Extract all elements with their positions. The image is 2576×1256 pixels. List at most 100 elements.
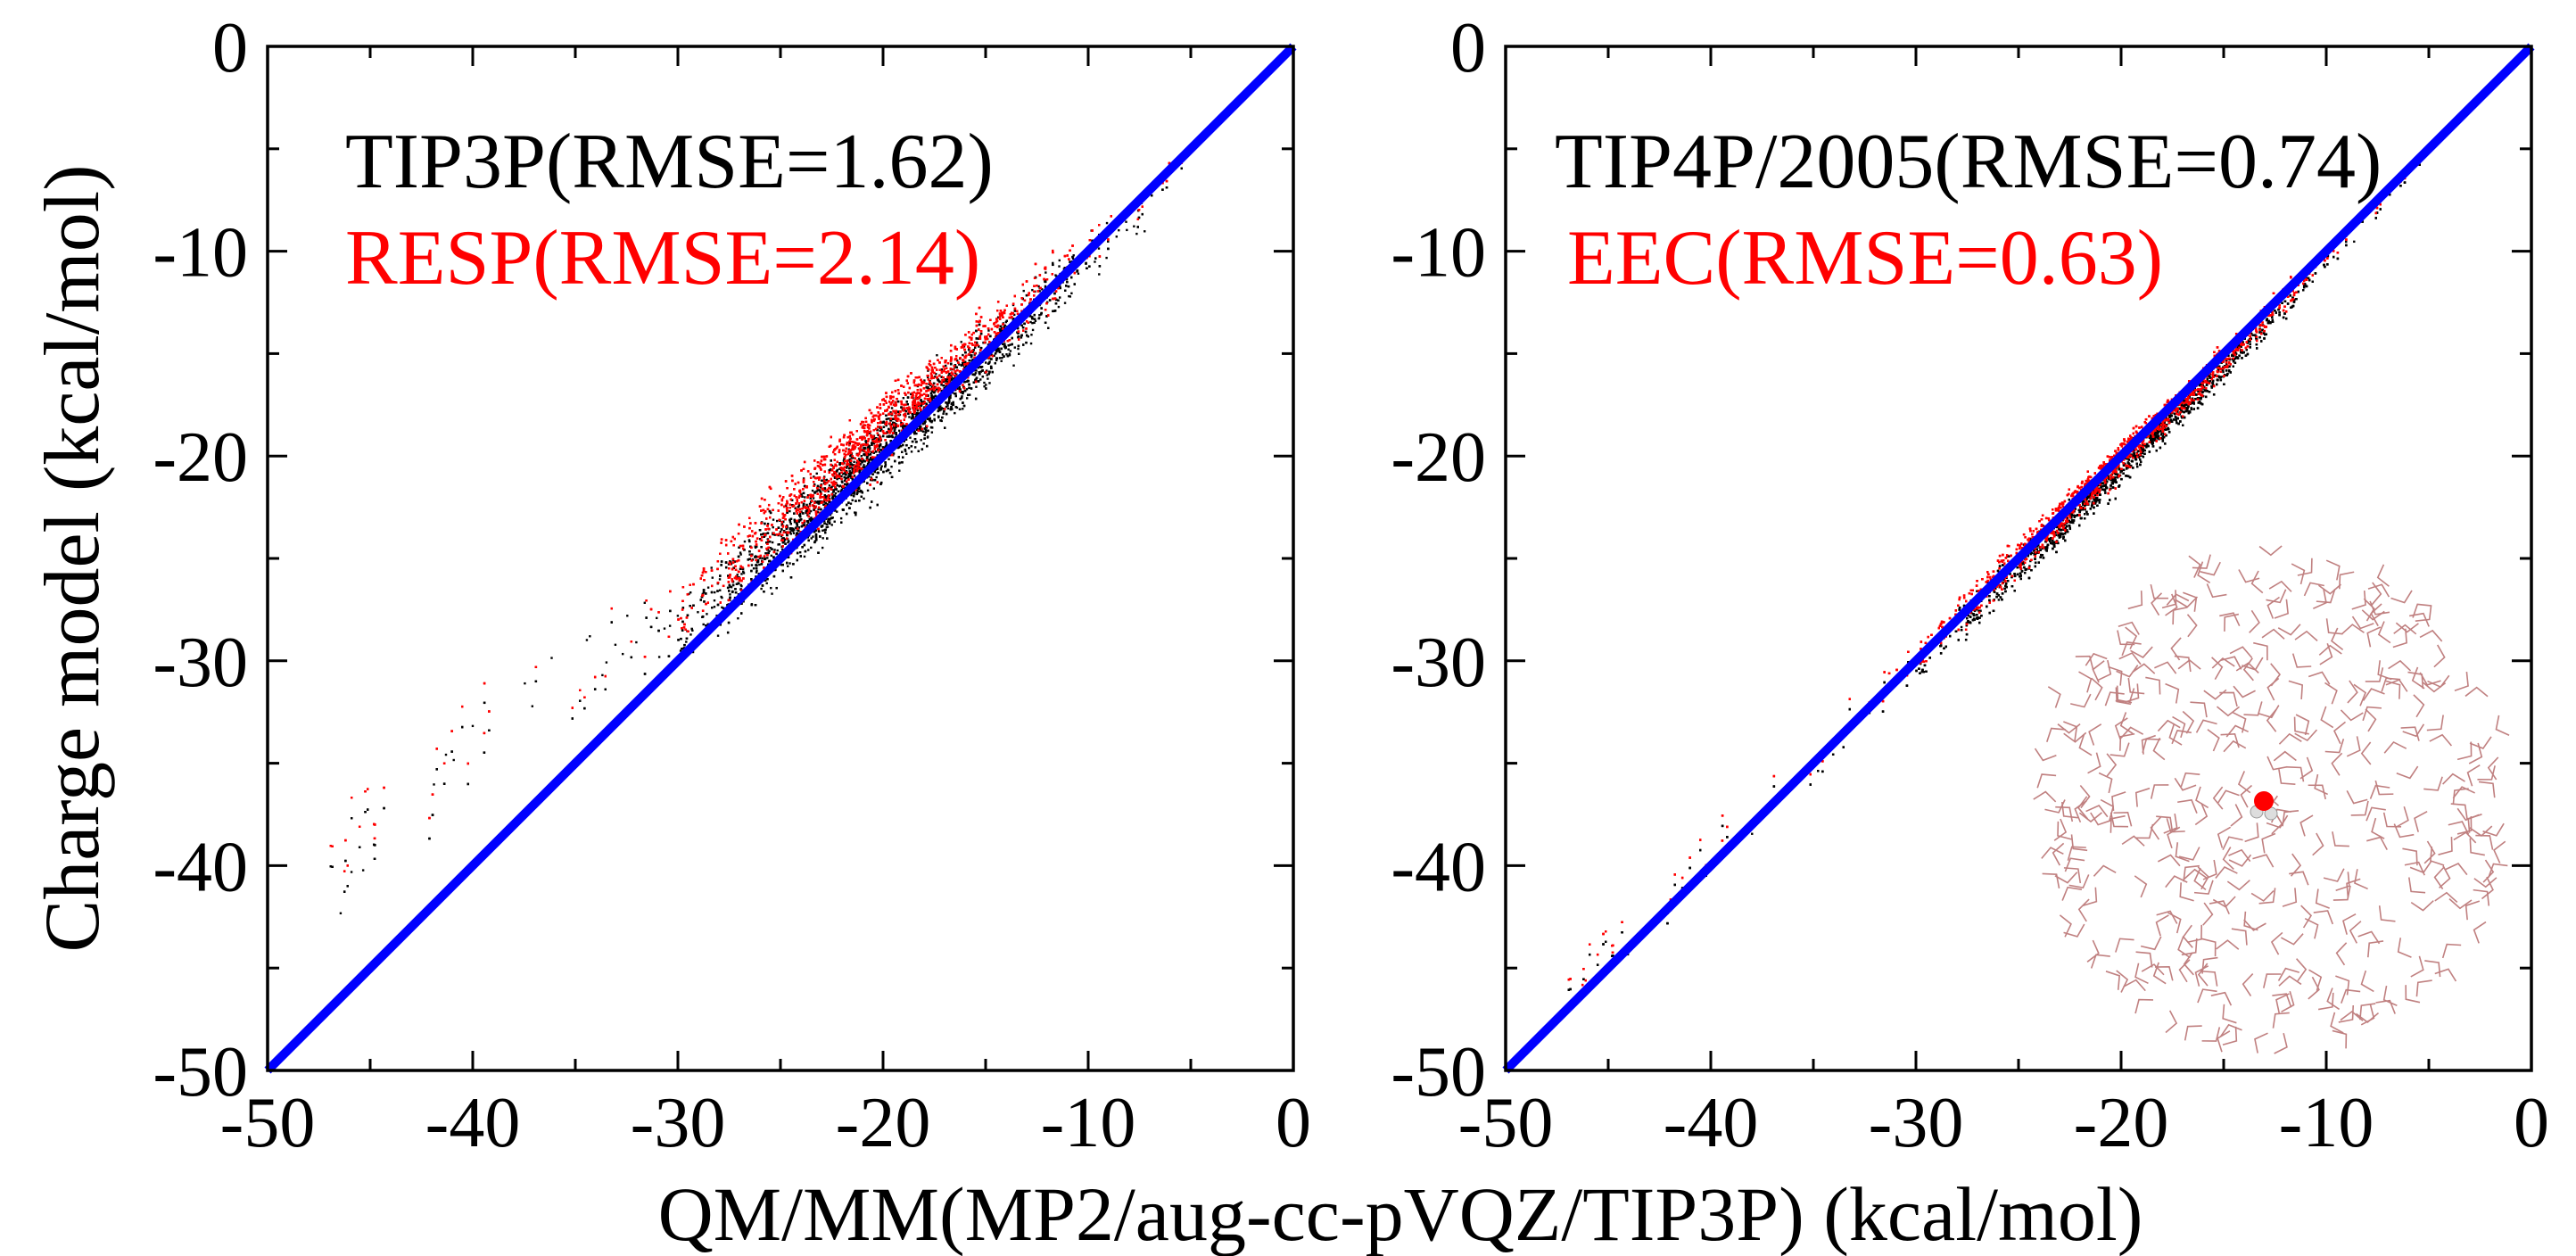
data-point bbox=[1105, 256, 1108, 260]
data-point bbox=[798, 551, 802, 554]
data-point bbox=[997, 350, 1001, 352]
data-point bbox=[1040, 311, 1043, 315]
data-point bbox=[970, 354, 973, 357]
data-point bbox=[769, 540, 772, 543]
data-point bbox=[879, 468, 882, 471]
data-point bbox=[775, 552, 778, 556]
data-point bbox=[871, 442, 873, 444]
data-point bbox=[358, 846, 361, 848]
data-point bbox=[972, 381, 975, 384]
data-point bbox=[796, 533, 798, 535]
data-point bbox=[961, 395, 963, 398]
data-point bbox=[882, 420, 885, 424]
data-point bbox=[907, 447, 911, 450]
data-point bbox=[927, 429, 929, 433]
data-point bbox=[859, 463, 862, 466]
data-point bbox=[945, 405, 948, 409]
data-point bbox=[809, 509, 813, 513]
data-point bbox=[940, 390, 944, 392]
data-point bbox=[806, 506, 810, 508]
data-point bbox=[739, 553, 742, 556]
data-point bbox=[344, 859, 347, 863]
data-point bbox=[826, 525, 830, 528]
data-point bbox=[817, 530, 821, 533]
data-point bbox=[850, 454, 853, 457]
data-point bbox=[824, 531, 827, 534]
data-point bbox=[713, 599, 716, 602]
data-point bbox=[1018, 352, 1020, 355]
data-point bbox=[731, 583, 735, 587]
data-point bbox=[797, 505, 800, 508]
data-point bbox=[756, 558, 760, 562]
data-point bbox=[906, 403, 909, 406]
data-point bbox=[864, 442, 868, 444]
data-point bbox=[868, 445, 871, 448]
data-point bbox=[1054, 274, 1057, 277]
data-point bbox=[819, 491, 822, 493]
data-point bbox=[887, 468, 890, 472]
data-point bbox=[806, 520, 809, 523]
data-point bbox=[909, 436, 912, 439]
data-point bbox=[813, 508, 815, 511]
data-point bbox=[1003, 343, 1006, 345]
data-point bbox=[1025, 293, 1028, 297]
data-point bbox=[870, 450, 873, 454]
data-point bbox=[1002, 343, 1004, 345]
data-point bbox=[927, 369, 929, 372]
data-point bbox=[906, 396, 910, 399]
data-point bbox=[729, 593, 731, 596]
data-point bbox=[930, 389, 934, 392]
data-point bbox=[740, 602, 743, 605]
data-point bbox=[762, 533, 765, 535]
data-point bbox=[845, 477, 847, 480]
data-point bbox=[848, 458, 852, 461]
data-point bbox=[1003, 324, 1006, 327]
data-point bbox=[939, 419, 942, 422]
data-point bbox=[764, 558, 766, 560]
data-point bbox=[965, 388, 969, 391]
data-point bbox=[898, 462, 901, 465]
data-point bbox=[780, 528, 783, 531]
data-point bbox=[985, 387, 987, 390]
data-point bbox=[1000, 359, 1003, 362]
data-point bbox=[812, 535, 814, 538]
data-point bbox=[855, 511, 857, 515]
data-point bbox=[928, 383, 930, 385]
data-point bbox=[958, 388, 962, 391]
data-point bbox=[946, 378, 949, 381]
data-point bbox=[691, 650, 695, 654]
data-point bbox=[1020, 324, 1023, 326]
data-point bbox=[787, 541, 789, 544]
data-point bbox=[987, 362, 990, 366]
data-point bbox=[734, 588, 737, 591]
data-point bbox=[789, 517, 793, 520]
data-point bbox=[971, 358, 974, 361]
data-point bbox=[842, 508, 845, 511]
data-point bbox=[897, 456, 900, 459]
data-point bbox=[1058, 265, 1061, 268]
data-point bbox=[772, 574, 776, 578]
data-point bbox=[1054, 302, 1058, 305]
data-point bbox=[790, 499, 794, 501]
data-point bbox=[1059, 286, 1061, 290]
data-point bbox=[683, 643, 686, 647]
data-point bbox=[1003, 326, 1006, 330]
data-point bbox=[1013, 310, 1016, 312]
data-point bbox=[797, 526, 800, 529]
data-point bbox=[970, 351, 974, 353]
data-point bbox=[933, 417, 936, 421]
data-point bbox=[716, 634, 720, 637]
data-point bbox=[792, 528, 796, 532]
data-point bbox=[827, 490, 830, 493]
data-point bbox=[1029, 342, 1033, 345]
data-point bbox=[875, 475, 878, 479]
data-point bbox=[857, 487, 861, 490]
data-point bbox=[836, 477, 838, 481]
data-point bbox=[727, 574, 730, 577]
data-point bbox=[760, 587, 763, 591]
data-point bbox=[1009, 350, 1012, 352]
data-point bbox=[863, 480, 865, 483]
data-point bbox=[849, 502, 853, 505]
data-point bbox=[1001, 357, 1003, 359]
data-point bbox=[838, 476, 841, 480]
